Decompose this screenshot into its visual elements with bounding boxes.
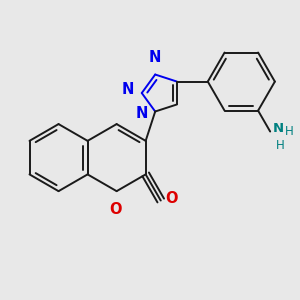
Text: N: N <box>272 122 284 135</box>
Text: N: N <box>122 82 134 98</box>
Text: N: N <box>135 106 148 121</box>
Text: H: H <box>276 139 285 152</box>
Text: N: N <box>148 50 160 65</box>
Text: O: O <box>109 202 122 217</box>
Text: O: O <box>165 191 178 206</box>
Text: H: H <box>285 125 293 138</box>
